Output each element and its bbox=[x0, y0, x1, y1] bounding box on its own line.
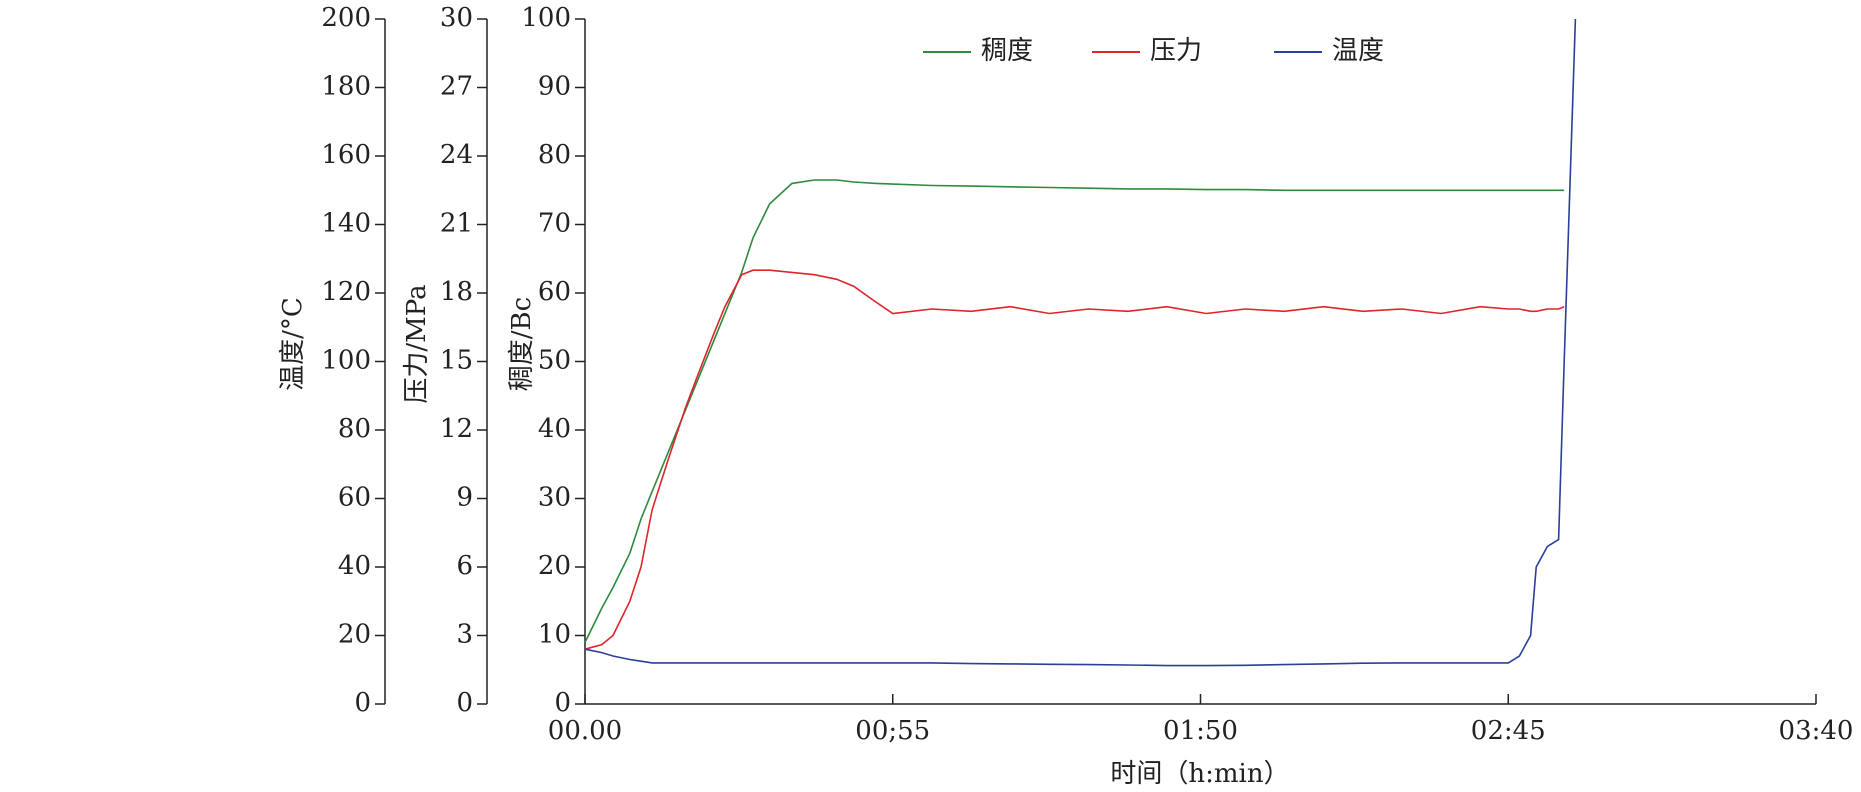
y-tick-label: 27 bbox=[440, 72, 473, 102]
y-tick-label: 80 bbox=[538, 140, 571, 170]
x-tick-label: 00.00 bbox=[548, 716, 622, 746]
x-tick-label: 02:45 bbox=[1471, 716, 1546, 746]
y-tick-label: 6 bbox=[456, 551, 473, 581]
y-tick-label: 200 bbox=[321, 3, 371, 33]
y-tick-label: 60 bbox=[338, 483, 371, 513]
y-tick-label: 20 bbox=[338, 620, 371, 650]
y-tick-label: 50 bbox=[538, 346, 571, 376]
y-tick-label: 0 bbox=[554, 688, 571, 718]
y-tick-label: 160 bbox=[321, 140, 371, 170]
series-line bbox=[584, 179, 1565, 643]
y-tick-label: 40 bbox=[538, 414, 571, 444]
y-tick-label: 24 bbox=[440, 140, 473, 170]
y-tick-label: 120 bbox=[321, 277, 371, 307]
x-tick-label: 01:50 bbox=[1163, 716, 1238, 746]
y-tick-label: 30 bbox=[538, 483, 571, 513]
y3-axis-title: 温度/°C bbox=[278, 297, 308, 391]
y-tick-label: 100 bbox=[321, 346, 371, 376]
y-tick-label: 0 bbox=[354, 688, 371, 718]
legend-label: 温度 bbox=[1332, 36, 1384, 66]
y-tick-label: 40 bbox=[338, 551, 371, 581]
y-tick-label: 0 bbox=[456, 688, 473, 718]
y-tick-label: 12 bbox=[440, 414, 473, 444]
x-axis-title: 时间（h:min） bbox=[1110, 759, 1289, 789]
series-line bbox=[584, 18, 1577, 667]
series-line bbox=[584, 269, 1565, 650]
y2-axis-title: 压力/MPa bbox=[402, 284, 432, 403]
y-tick-label: 3 bbox=[456, 620, 473, 650]
y-tick-label: 90 bbox=[538, 72, 571, 102]
y-tick-label: 180 bbox=[321, 72, 371, 102]
y-tick-label: 15 bbox=[440, 346, 473, 376]
y-tick-label: 30 bbox=[440, 3, 473, 33]
y-tick-label: 21 bbox=[440, 209, 473, 239]
y-tick-label: 100 bbox=[521, 3, 571, 33]
y-tick-label: 9 bbox=[456, 483, 473, 513]
y-tick-label: 70 bbox=[538, 209, 571, 239]
y-tick-label: 20 bbox=[538, 551, 571, 581]
y-tick-label: 140 bbox=[321, 209, 371, 239]
legend-label: 压力 bbox=[1150, 36, 1202, 66]
y-axis-title: 稠度/Bc bbox=[507, 297, 537, 391]
y-tick-label: 80 bbox=[338, 414, 371, 444]
y-tick-label: 10 bbox=[538, 620, 571, 650]
legend-label: 稠度 bbox=[981, 36, 1033, 66]
y-tick-label: 60 bbox=[538, 277, 571, 307]
x-tick-label: 00;55 bbox=[855, 716, 930, 746]
x-tick-label: 03:40 bbox=[1779, 716, 1854, 746]
y-tick-label: 18 bbox=[440, 277, 473, 307]
